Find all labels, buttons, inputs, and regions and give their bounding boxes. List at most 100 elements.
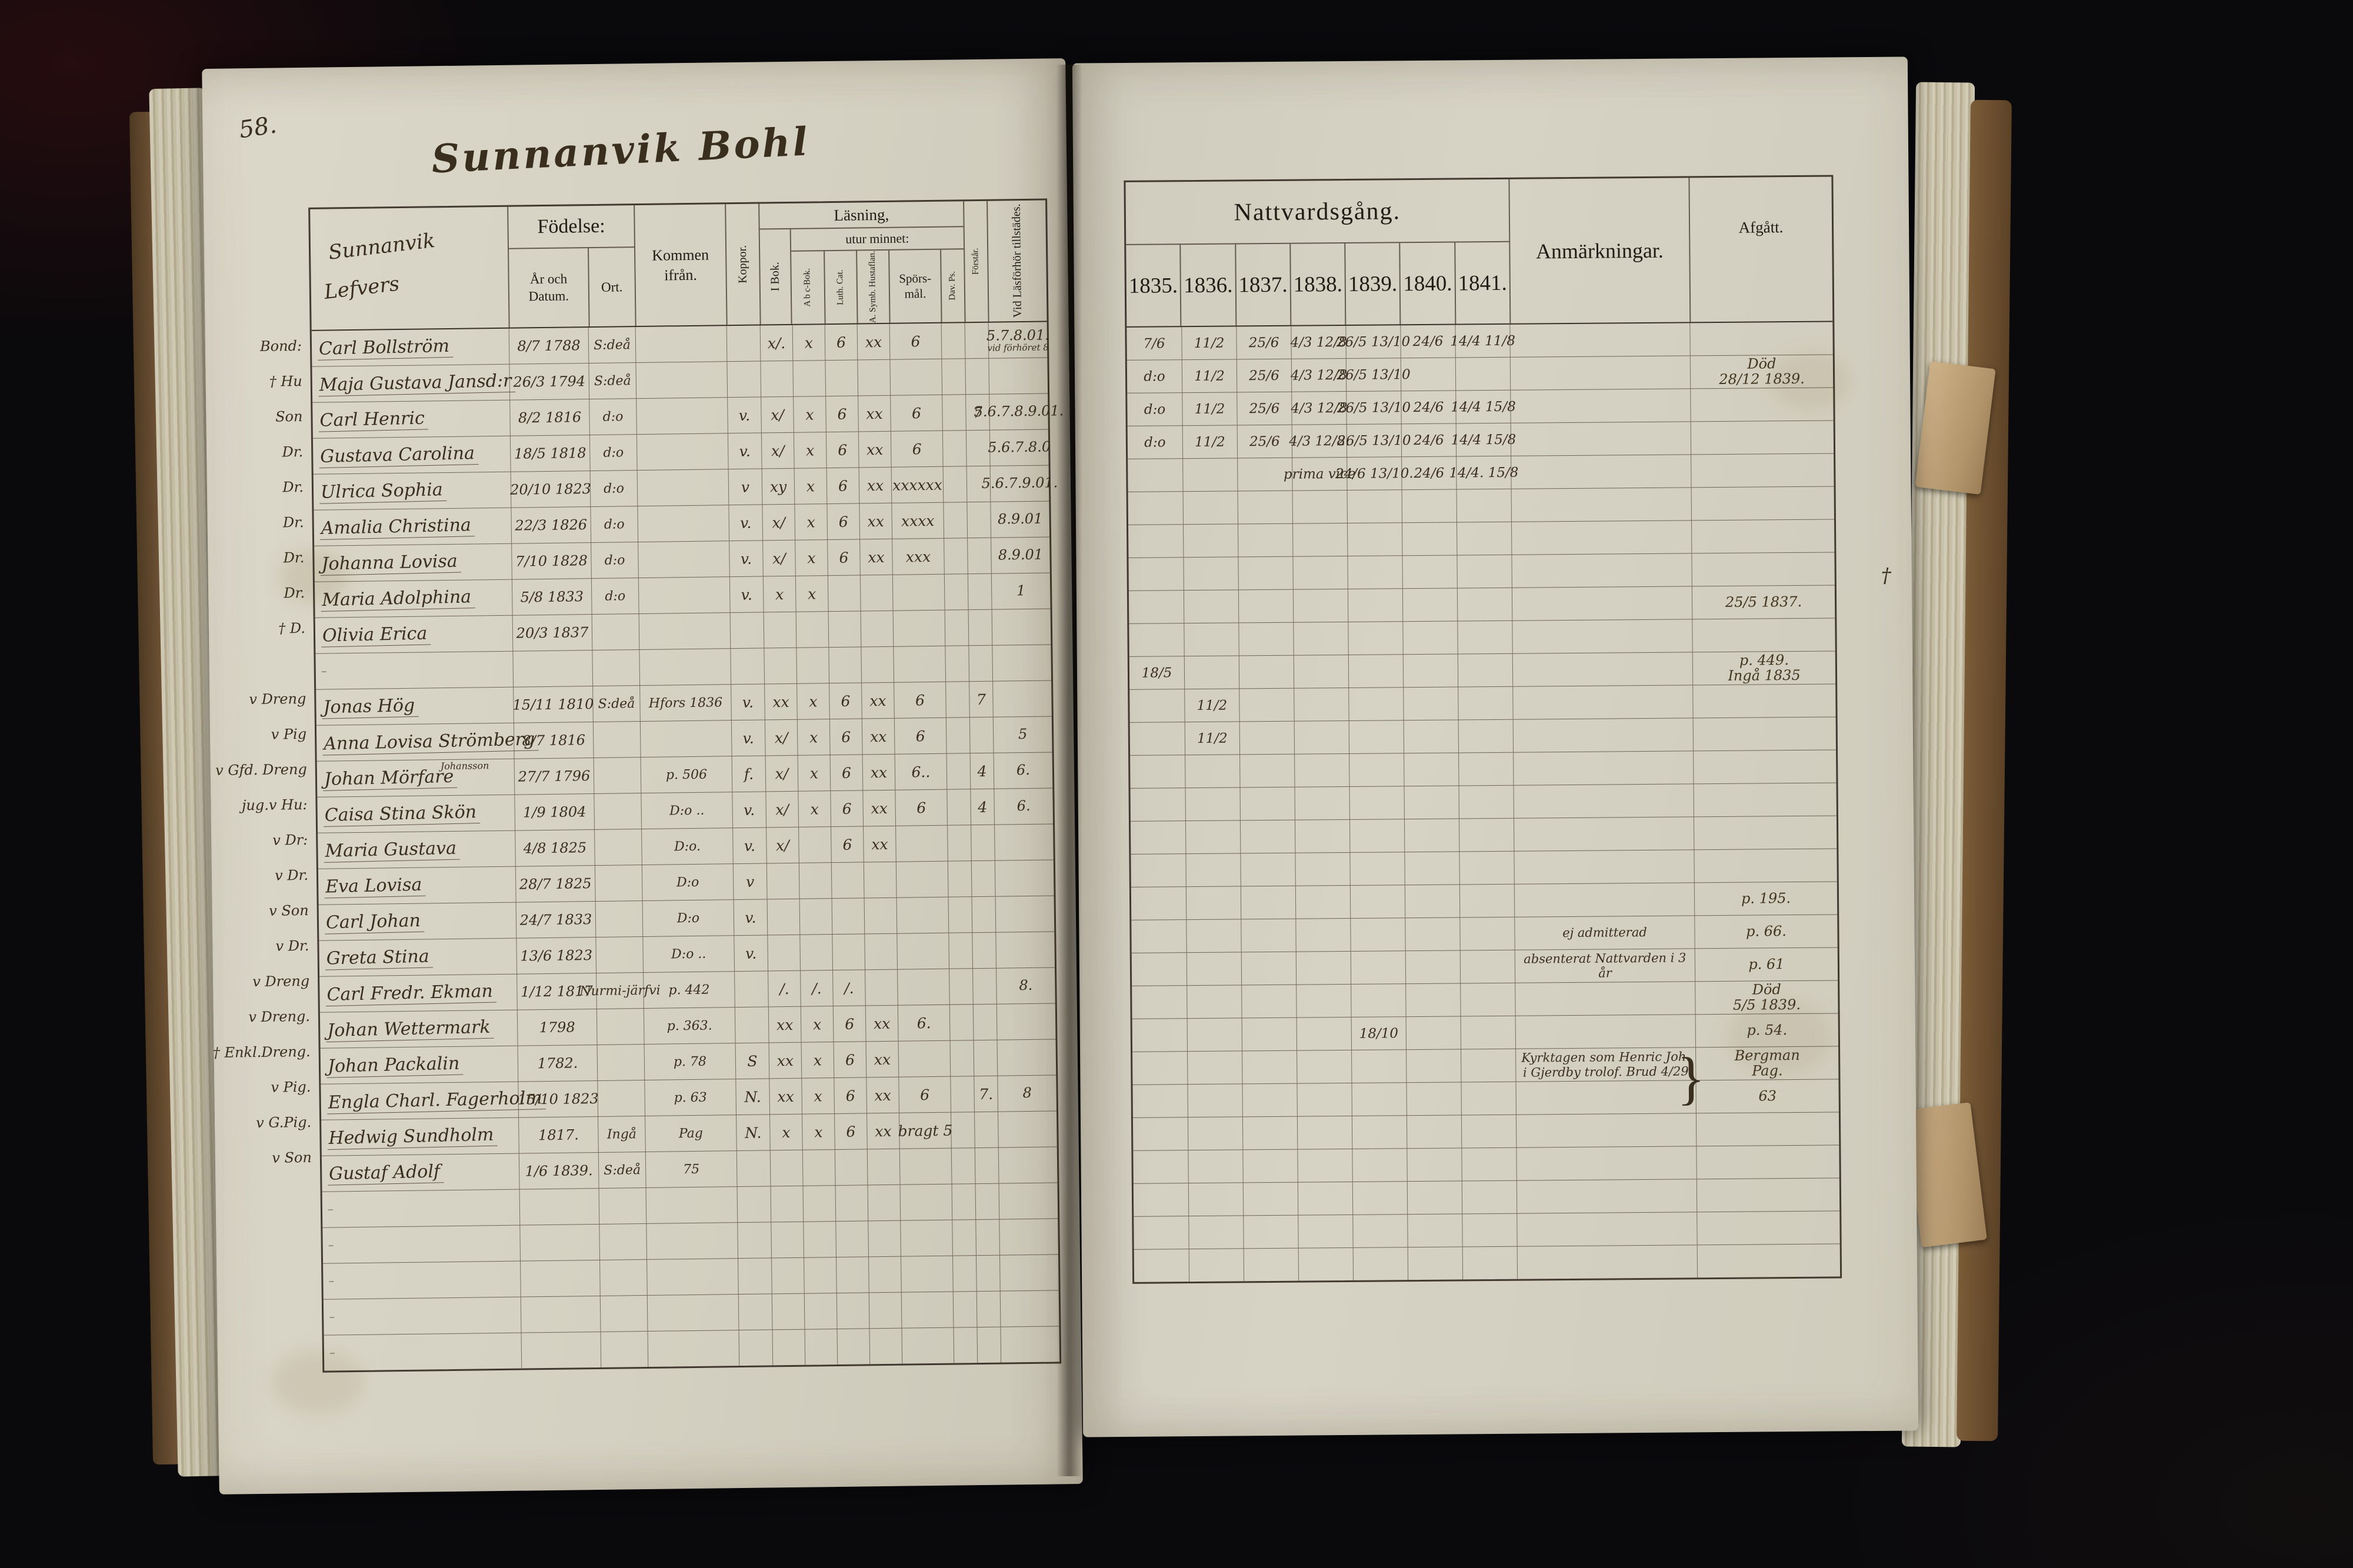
cell-1837 xyxy=(1242,1116,1298,1150)
communion-row xyxy=(1134,1244,1841,1282)
cell-departed xyxy=(1694,849,1837,883)
cell-luther-catechism: 6 xyxy=(834,1077,867,1114)
cell-birthplace: S:deå xyxy=(592,686,640,722)
cell-symbolum xyxy=(857,359,891,396)
cell-1835: 7/6 xyxy=(1143,335,1165,352)
cell-birthplace: d:o xyxy=(589,399,636,435)
person-name: Greta Stina xyxy=(325,945,434,970)
cell-birthplace xyxy=(593,758,641,794)
cell-name: Maria Adolphina xyxy=(315,580,512,618)
departed-line2: 5/5 1839. xyxy=(1732,996,1801,1013)
cell-birthplace: S:deå xyxy=(598,1152,646,1188)
cell-in-book: x/ xyxy=(765,755,798,792)
cell-1836 xyxy=(1184,656,1239,689)
cell-1838 xyxy=(1298,1215,1353,1248)
cell-understands xyxy=(975,1219,999,1256)
departed-line1: p. 61 xyxy=(1748,956,1785,973)
cell-in-book xyxy=(767,935,801,971)
cell-1837: 25/6 xyxy=(1237,392,1292,425)
cell-1835 xyxy=(1134,1249,1189,1282)
cell-1837 xyxy=(1242,1182,1298,1216)
year-header: 1837. xyxy=(1234,243,1291,326)
cell-1836 xyxy=(1188,1183,1244,1216)
cell-1837 xyxy=(1238,556,1293,590)
cell-symbolum: xx xyxy=(856,323,890,360)
cell-1840 xyxy=(1404,753,1459,786)
cell-departed xyxy=(1689,322,1833,356)
cell-luther-catechism xyxy=(828,611,861,648)
cell-1840 xyxy=(1401,489,1457,523)
cell-1837: 25/6 xyxy=(1237,425,1292,458)
cell-1840 xyxy=(1402,555,1457,589)
cell-1838 xyxy=(1297,1083,1352,1116)
cell-understands xyxy=(968,609,992,646)
present-years: 5 xyxy=(1018,726,1028,743)
cell-smallpox: v. xyxy=(732,792,766,828)
cell-smallpox xyxy=(734,1007,769,1043)
cell-1839 xyxy=(1349,786,1404,819)
present-years: 5.6.7.8.0 xyxy=(988,438,1051,456)
cell-symbolum: xx xyxy=(862,790,896,826)
person-name: Carl Fredr. Ekman xyxy=(325,980,497,1006)
cell-departed xyxy=(1690,388,1834,422)
cell-birthplace xyxy=(599,1223,647,1260)
person-name: Carl Johan xyxy=(324,910,425,934)
cell-1841 xyxy=(1460,983,1515,1016)
cell-1835 xyxy=(1133,1117,1188,1150)
cell-abc-book xyxy=(792,361,826,396)
cell-smallpox xyxy=(736,1186,771,1223)
cell-smallpox: v. xyxy=(729,576,764,613)
cell-arrived-from xyxy=(638,613,731,650)
cell-birthplace xyxy=(595,937,644,973)
cell-luther-catechism xyxy=(835,1221,869,1257)
cell-birthdate: 1/9 1804 xyxy=(514,794,595,830)
cell-present-at-examination: 8.9.01 xyxy=(990,501,1050,538)
cell-understands xyxy=(965,358,989,395)
cell-1836 xyxy=(1185,788,1240,821)
cell-1840 xyxy=(1403,687,1458,720)
cell-davids-psalms xyxy=(945,718,970,753)
cell-1839 xyxy=(1352,1215,1408,1247)
cell-1838 xyxy=(1294,786,1349,820)
cell-departed: p. 449. Ingå 1835 xyxy=(1692,651,1836,685)
symbolum-label: A. Symb. Hustaflan. xyxy=(867,251,878,323)
communion-row xyxy=(1130,816,1837,855)
year-header: 1836. xyxy=(1179,244,1235,326)
cell-luther-catechism: 6 xyxy=(830,790,864,827)
cell-1841 xyxy=(1457,653,1513,687)
cell-remarks xyxy=(1512,718,1694,752)
cell-1837 xyxy=(1241,985,1297,1018)
cell-birthdate xyxy=(520,1296,601,1333)
cell-questions: xxx xyxy=(892,538,944,575)
communion-rows: 7/6 11/2 25/6 4/3 12/8 26/5 13/10 24/6 1… xyxy=(1126,322,1841,1282)
cell-name xyxy=(315,652,513,689)
cell-1839: 26/5 13/10 xyxy=(1337,325,1410,358)
cell-understands xyxy=(966,502,991,538)
book-spine xyxy=(1056,65,1082,1476)
cell-arrived-from: Hfors 1836 xyxy=(639,685,731,722)
person-name: Hedwig Sundholm xyxy=(327,1124,498,1150)
cell-smallpox xyxy=(736,1150,771,1187)
cell-1837: 25/6 xyxy=(1236,326,1291,359)
person-name: Amalia Christina xyxy=(319,514,475,540)
cell-1837 xyxy=(1241,1017,1297,1051)
cell-remarks xyxy=(1510,389,1691,423)
column-header-departed: Afgått. xyxy=(1688,176,1833,322)
cell-present-at-examination xyxy=(1000,1326,1060,1363)
column-header-name: Sunnanvik Lefvers xyxy=(310,207,508,330)
cell-questions: xxxxxx xyxy=(891,466,944,503)
communion-row xyxy=(1132,1112,1839,1151)
cell-present-at-examination xyxy=(994,824,1054,860)
cell-abc-book xyxy=(802,1186,836,1222)
cell-birthplace xyxy=(595,901,643,937)
cell-questions xyxy=(896,933,949,969)
communion-row: ej admitterad p. 66. xyxy=(1131,915,1838,953)
cell-abc-book: x xyxy=(793,432,826,468)
cell-birthdate xyxy=(519,1188,599,1225)
luther-catechism-label: Luth. Cat. xyxy=(835,269,845,305)
cell-davids-psalms xyxy=(944,538,968,574)
cell-departed: Bergman Pag. xyxy=(1695,1046,1839,1080)
cell-luther-catechism: 6 xyxy=(827,539,860,576)
cell-arrived-from xyxy=(639,649,731,686)
person-name xyxy=(329,1352,335,1354)
